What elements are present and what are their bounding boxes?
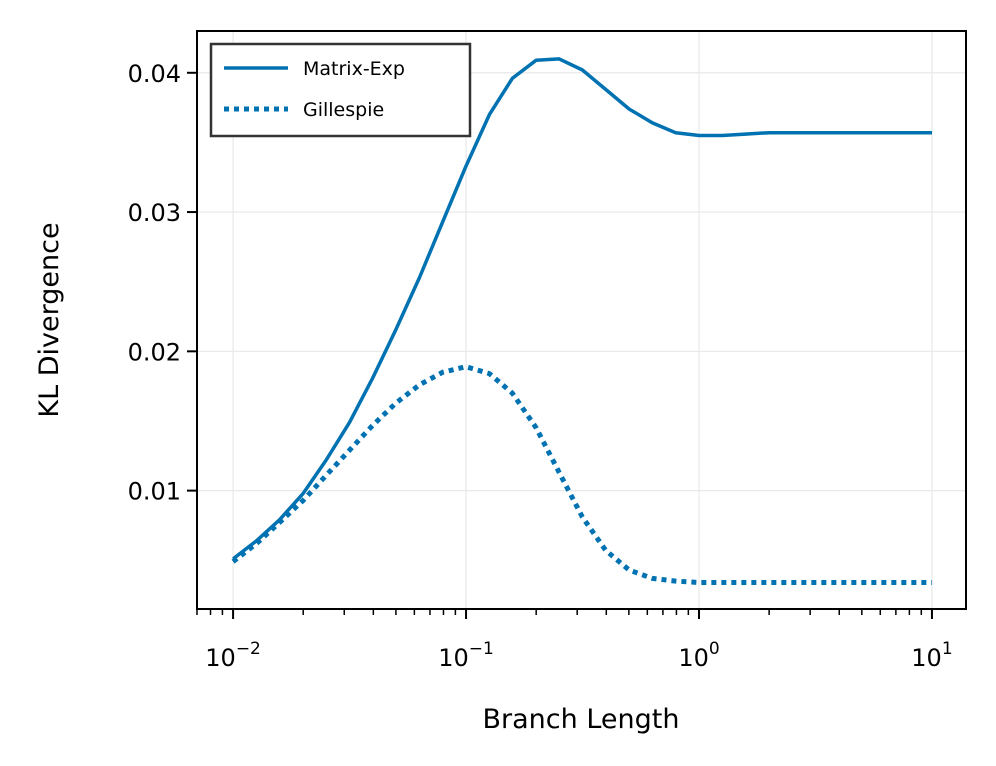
x-axis: 10−2 10−1 100 101 [196,609,953,672]
legend-box [209,42,472,138]
y-tick-label: 0.01 [128,478,181,506]
y-tick-label: 0.04 [128,60,181,88]
series-line-gillespie [231,364,932,585]
y-tick-label: 0.02 [128,338,181,366]
x-axis-label: Branch Length [483,704,680,735]
x-tick-label: 101 [911,639,952,672]
x-tick-label: 10−2 [205,639,261,672]
y-axis-label: KL Divergence [34,222,65,417]
x-tick-label: 10−1 [438,639,494,672]
y-axis: 0.01 0.02 0.03 0.04 [128,60,197,506]
y-tick-label: 0.03 [128,199,181,227]
series-line-matrix-exp [232,57,932,561]
legend-label-gillespie: Gillespie [303,99,384,121]
series-group [231,57,932,585]
plot-frame [196,30,967,610]
legend: Matrix-Exp Gillespie [209,42,472,138]
x-tick-label: 100 [678,639,719,672]
legend-label-matrix-exp: Matrix-Exp [303,58,405,80]
